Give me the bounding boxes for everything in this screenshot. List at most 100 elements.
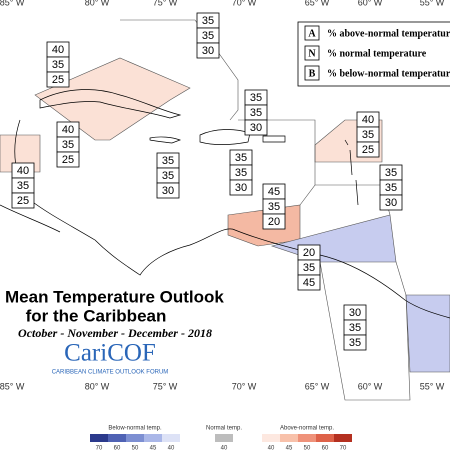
- prob-value: 35: [385, 167, 397, 179]
- colorbar-swatch: [90, 434, 108, 442]
- prob-value: 30: [162, 185, 174, 197]
- legend-key: A % above-normal temperature N % normal tem…: [297, 21, 450, 87]
- colorbar-swatch: [162, 434, 180, 442]
- title-period: October - November - December - 2018: [18, 326, 212, 340]
- legend-key-box: [304, 25, 320, 41]
- prob-value: 35: [250, 107, 262, 119]
- prob-value: 20: [303, 247, 315, 259]
- prob-value: 35: [349, 337, 361, 349]
- colorbar-tick: 45: [150, 446, 157, 450]
- legend-text: % normal temperature: [327, 48, 427, 59]
- prob-value: 35: [202, 15, 214, 27]
- prob-cell: [262, 213, 286, 230]
- prob-value: 30: [385, 197, 397, 209]
- longitude-label: 85° W: [0, 0, 25, 7]
- longitude-label: 60° W: [358, 381, 383, 391]
- prob-value: 35: [52, 59, 64, 71]
- title-line: Mean Temperature Outlook: [5, 287, 224, 306]
- colorbar-swatch: [126, 434, 144, 442]
- prob-cell: [229, 179, 253, 196]
- legend-text: % above-normal temperature: [327, 28, 450, 39]
- coast-puerto-rico: [262, 135, 286, 143]
- prob-value: 35: [202, 30, 214, 42]
- legend-key-box: [304, 65, 320, 81]
- coast-antilles: [344, 139, 359, 206]
- longitude-label: 60° W: [358, 0, 383, 7]
- coast-hispaniola: [199, 129, 251, 145]
- title-block: Mean Temperature Outlook for the Caribbe…: [5, 287, 224, 375]
- colorbar-label: Normal temp.: [206, 426, 242, 432]
- longitude-label: 85° W: [0, 381, 25, 391]
- prob-value: 35: [250, 92, 262, 104]
- longitude-label: 75° W: [153, 381, 178, 391]
- prob-value: 30: [349, 307, 361, 319]
- zone-outline: [120, 19, 239, 121]
- prob-cell: [56, 151, 80, 168]
- probability-box: 35 35 30: [196, 12, 220, 59]
- coast-mexico: [0, 204, 61, 233]
- prob-value: 35: [268, 201, 280, 213]
- prob-value: 35: [162, 170, 174, 182]
- zone-outline: [319, 261, 411, 401]
- prob-value: 35: [385, 182, 397, 194]
- prob-value: 35: [235, 152, 247, 164]
- prob-value: 25: [52, 74, 64, 86]
- prob-cell: [156, 182, 180, 199]
- longitude-label: 75° W: [153, 0, 178, 7]
- legend-key-box: [304, 45, 320, 61]
- prob-cell: [343, 334, 367, 351]
- colorbar-swatch: [144, 434, 162, 442]
- longitude-label: 55° W: [420, 381, 445, 391]
- probability-box: 35 35 30: [156, 152, 180, 199]
- longitude-label: 55° W: [420, 0, 445, 7]
- colorbar-swatch: [298, 434, 316, 442]
- longitude-label: 80° W: [85, 381, 110, 391]
- zone-outline: [238, 119, 316, 206]
- longitude-labels-top: 85° W 80° W 75° W 70° W 65° W 60° W 55° W: [0, 0, 445, 7]
- prob-value: 40: [52, 44, 64, 56]
- legend-text: % below-normal temperature: [327, 68, 450, 79]
- zone-below: [405, 294, 450, 373]
- prob-value: 35: [349, 322, 361, 334]
- colorbar-swatch: [334, 434, 352, 442]
- longitude-label: 70° W: [232, 0, 257, 7]
- probability-box: 35 35 30: [229, 149, 253, 196]
- colorbar-label: Above-normal temp.: [280, 426, 334, 432]
- legend-frame: [297, 21, 450, 87]
- legend-key: A: [308, 28, 316, 39]
- prob-cell: [46, 71, 70, 88]
- probability-box: 20 35 45: [297, 244, 321, 291]
- probability-box: 40 35 25: [46, 41, 70, 88]
- probability-box: 35 35 30: [244, 89, 268, 136]
- prob-value: 40: [62, 124, 74, 136]
- probability-box: 45 35 20: [262, 183, 286, 230]
- prob-value: 35: [17, 180, 29, 192]
- logo-subtitle: CARIBBEAN CLIMATE OUTLOOK FORUM: [52, 370, 169, 376]
- prob-cell: [11, 192, 35, 209]
- prob-value: 35: [235, 167, 247, 179]
- prob-value: 45: [303, 277, 315, 289]
- colorbar-tick: 60: [114, 446, 121, 450]
- zone-above: [34, 57, 191, 141]
- prob-value: 35: [62, 139, 74, 151]
- probability-box: 40 35 25: [356, 111, 380, 158]
- probability-box: 35 35 30: [379, 164, 403, 211]
- colorbar-tick: 40: [221, 446, 228, 450]
- coast-mainland: [14, 119, 450, 319]
- legend-key: N: [308, 48, 316, 59]
- longitude-label: 65° W: [305, 0, 330, 7]
- prob-value: 25: [62, 154, 74, 166]
- colorbar-tick: 60: [322, 446, 329, 450]
- prob-value: 45: [268, 186, 280, 198]
- logo-name: CariCOF: [64, 340, 156, 367]
- prob-value: 30: [202, 45, 214, 57]
- prob-cell: [379, 194, 403, 211]
- coastlines: [0, 89, 450, 319]
- prob-value: 30: [250, 122, 262, 134]
- legend-rows: A % above-normal temperature N % normal tem…: [304, 25, 450, 81]
- prob-cell: [297, 274, 321, 291]
- longitude-label: 70° W: [232, 381, 257, 391]
- prob-value: 35: [303, 262, 315, 274]
- longitude-labels-bottom: 85° W 80° W 75° W 70° W 65° W 60° W 55° W: [0, 381, 445, 391]
